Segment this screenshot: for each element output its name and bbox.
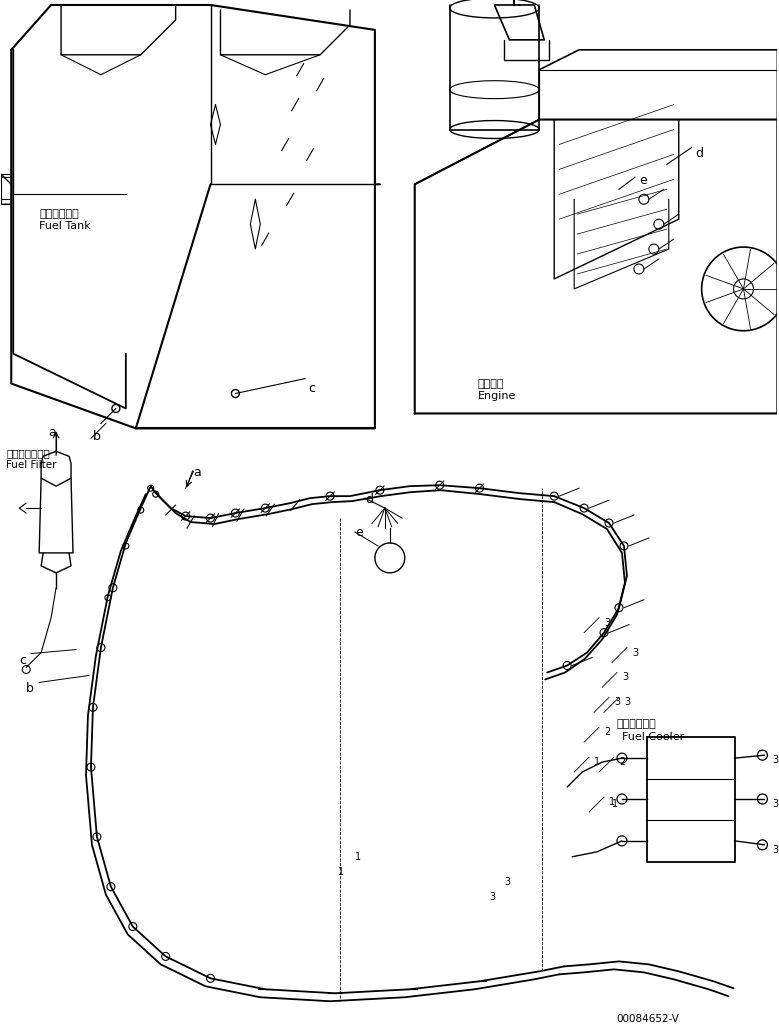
Text: 2: 2: [619, 757, 626, 767]
Text: フェルフィルタ: フェルフィルタ: [6, 448, 50, 459]
Text: Fuel Tank: Fuel Tank: [39, 222, 91, 231]
Text: 3: 3: [614, 698, 620, 707]
Text: 1: 1: [338, 867, 344, 877]
Text: 1: 1: [594, 757, 600, 767]
Text: 1: 1: [355, 852, 361, 862]
Text: 3: 3: [632, 647, 638, 658]
Text: Engine: Engine: [478, 391, 516, 400]
Text: a: a: [48, 427, 56, 439]
Text: 3: 3: [622, 672, 628, 682]
Text: d: d: [365, 494, 373, 506]
Text: 3: 3: [624, 698, 630, 707]
Text: b: b: [93, 430, 100, 443]
Text: Fuel Cooler: Fuel Cooler: [622, 733, 684, 742]
Text: 3: 3: [773, 844, 778, 855]
Text: 3: 3: [489, 892, 495, 902]
Text: 00084652-V: 00084652-V: [616, 1014, 679, 1024]
Text: 3: 3: [604, 618, 610, 628]
Text: d: d: [696, 148, 703, 160]
Text: c: c: [19, 654, 26, 667]
Text: フェルタンク: フェルタンク: [39, 209, 79, 220]
Text: 3: 3: [773, 799, 778, 808]
Text: 1: 1: [612, 799, 618, 808]
Text: 2: 2: [604, 727, 610, 738]
Text: a: a: [193, 466, 201, 479]
Text: b: b: [26, 682, 34, 696]
Text: 3: 3: [773, 755, 778, 765]
Text: 1: 1: [609, 797, 615, 807]
Text: フェルクーラ: フェルクーラ: [617, 719, 657, 729]
Text: e: e: [639, 174, 647, 188]
Text: 3: 3: [505, 876, 510, 886]
Text: エンジン: エンジン: [478, 379, 504, 389]
Text: e: e: [355, 526, 363, 539]
Text: Fuel Filter: Fuel Filter: [6, 461, 57, 470]
Text: c: c: [308, 382, 315, 395]
